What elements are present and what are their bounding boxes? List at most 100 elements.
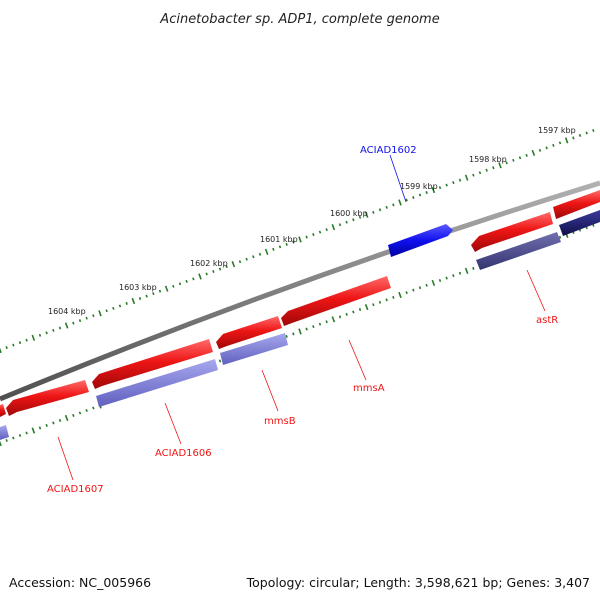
inner-ruler-tick <box>45 423 48 427</box>
inner-ruler-tick <box>31 427 36 434</box>
outer-ruler-tick <box>0 347 2 354</box>
feature-astr-arrow[interactable] <box>471 212 553 252</box>
outer-ruler-tick <box>445 183 448 187</box>
feature-aciad1607-arrow[interactable] <box>6 380 89 416</box>
outer-ruler-tick <box>185 279 188 283</box>
label-mmsa[interactable]: mmsA <box>353 383 385 394</box>
feature-reverse-edge-arrow[interactable] <box>0 404 6 417</box>
inner-ruler-tick <box>431 279 436 286</box>
outer-ruler-tick <box>358 215 362 219</box>
feature-aciad1602-arrow[interactable] <box>388 224 453 257</box>
label-aciad1606[interactable]: ACIAD1606 <box>155 448 212 459</box>
outer-ruler-tick <box>538 148 542 152</box>
outer-ruler-tick <box>418 193 422 197</box>
cog-bar-astr[interactable] <box>476 232 561 270</box>
outer-ruler-tick <box>425 191 428 195</box>
outer-ruler-tick <box>231 261 236 268</box>
label-mmsb[interactable]: mmsB <box>264 416 296 427</box>
outer-ruler-tick <box>292 240 295 244</box>
outer-ruler-tick <box>452 181 455 185</box>
cog-bar-aciad1606[interactable] <box>96 359 218 407</box>
inner-ruler-tick <box>85 409 88 412</box>
inner-ruler-tick <box>438 279 442 282</box>
outer-ruler-tick <box>464 174 469 181</box>
ruler-label-1603: 1603 kbp <box>119 283 157 292</box>
outer-ruler: 1597 kbp 1598 kbp 1599 kbp 1600 kbp 1601… <box>0 126 595 354</box>
feature-aciad1606-arrow[interactable] <box>92 339 213 389</box>
inner-ruler-tick <box>0 440 2 447</box>
cog-bar-mmsb[interactable] <box>220 333 288 365</box>
map-title: Acinetobacter sp. ADP1, complete genome <box>159 12 439 27</box>
outer-ruler-tick <box>478 171 482 175</box>
outer-ruler-tick <box>205 272 208 276</box>
outer-ruler-tick <box>218 267 222 271</box>
label-aciad1607[interactable]: ACIAD1607 <box>47 484 104 495</box>
outer-ruler-tick <box>378 208 382 212</box>
outer-ruler-tick <box>125 301 128 305</box>
outer-ruler-tick <box>492 166 495 170</box>
inner-ruler-tick <box>72 413 75 417</box>
outer-ruler-tick <box>312 233 315 237</box>
outer-ruler-tick <box>138 297 142 301</box>
outer-ruler-tick <box>592 129 595 132</box>
inner-ruler-tick <box>418 286 422 290</box>
outer-ruler-tick <box>105 309 108 313</box>
inner-ruler-tick <box>398 291 402 299</box>
inner-ruler-tick <box>331 316 336 323</box>
inner-ruler-tick <box>425 283 428 287</box>
label-astr[interactable]: astR <box>536 315 558 326</box>
outer-ruler-tick <box>158 289 162 293</box>
outer-ruler-tick <box>52 328 55 332</box>
ruler-label-1601: 1601 kbp <box>260 235 298 244</box>
outer-ruler-tick <box>152 292 155 296</box>
outer-ruler-tick <box>485 168 488 172</box>
outer-ruler-tick <box>364 211 369 218</box>
outer-ruler-tick <box>198 273 202 280</box>
leader-mmsb <box>261 369 279 412</box>
outer-ruler-tick <box>25 338 28 342</box>
inner-ruler-tick <box>292 332 295 336</box>
outer-ruler-tick <box>72 321 75 325</box>
inner-ruler-tick <box>12 436 15 440</box>
inner-ruler-tick <box>445 276 448 280</box>
feature-forward-gene-arrow[interactable] <box>553 190 600 219</box>
inner-ruler-tick <box>345 312 348 316</box>
label-aciad1602[interactable]: ACIAD1602 <box>360 145 417 156</box>
outer-ruler-tick <box>405 198 408 202</box>
inner-ruler-tick <box>312 325 315 329</box>
inner-ruler-tick <box>558 235 562 239</box>
outer-ruler-tick <box>345 220 348 224</box>
outer-ruler-tick <box>112 306 115 310</box>
outer-ruler-tick <box>578 133 582 137</box>
feature-mmsb-arrow[interactable] <box>216 316 282 349</box>
inner-ruler-tick <box>285 334 288 338</box>
outer-ruler-tick <box>318 230 322 234</box>
accession-text: Accession: NC_005966 <box>9 575 152 590</box>
outer-ruler-tick <box>212 270 215 273</box>
outer-ruler-tick <box>438 186 442 190</box>
outer-ruler-tick <box>372 210 375 214</box>
outer-ruler-tick <box>352 218 355 222</box>
ruler-label-1599: 1599 kbp <box>400 182 438 191</box>
outer-ruler-tick <box>225 265 228 269</box>
outer-ruler-tick <box>338 223 342 227</box>
ruler-label-1597: 1597 kbp <box>538 126 576 135</box>
inner-ruler-tick <box>64 414 69 422</box>
outer-ruler-tick <box>245 257 248 261</box>
outer-ruler-tick <box>31 334 36 341</box>
inner-ruler-tick <box>352 310 355 314</box>
inner-ruler-tick <box>38 426 42 430</box>
outer-ruler-tick <box>392 203 395 207</box>
inner-ruler-tick <box>78 411 82 415</box>
outer-ruler-tick <box>172 284 175 288</box>
cog-bar-aciad1607[interactable] <box>0 425 9 440</box>
cog-bar-edge[interactable] <box>559 210 600 236</box>
outer-ruler-tick <box>412 196 415 199</box>
leader-aciad1602 <box>389 154 407 203</box>
outer-ruler-tick <box>331 224 336 231</box>
feature-mmsa-arrow[interactable] <box>281 276 391 326</box>
inner-ruler-tick <box>52 421 55 425</box>
outer-ruler-tick <box>252 255 255 259</box>
ruler-label-1602: 1602 kbp <box>190 259 228 268</box>
